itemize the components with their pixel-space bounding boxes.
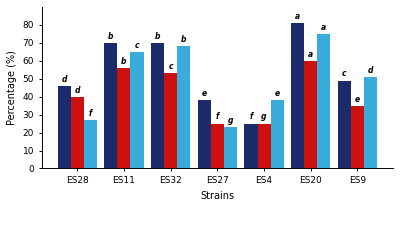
Bar: [177, 46, 190, 168]
Text: f: f: [89, 109, 92, 118]
Bar: [270, 100, 284, 168]
Text: f: f: [249, 113, 253, 121]
Text: e: e: [202, 89, 207, 98]
Text: g: g: [261, 113, 267, 121]
Text: b: b: [155, 32, 160, 41]
Bar: [164, 73, 177, 168]
Bar: [58, 86, 71, 168]
Y-axis label: Percentage (%): Percentage (%): [7, 50, 17, 125]
Bar: [338, 80, 351, 168]
Text: b: b: [108, 32, 114, 41]
Bar: [224, 127, 237, 168]
Text: a: a: [321, 23, 326, 32]
Text: a: a: [308, 50, 313, 59]
Bar: [71, 97, 84, 168]
Text: e: e: [274, 89, 280, 98]
Bar: [317, 34, 330, 168]
Bar: [364, 77, 377, 168]
Text: a: a: [295, 12, 300, 21]
Text: d: d: [368, 66, 373, 75]
Bar: [104, 43, 117, 168]
Bar: [84, 120, 97, 168]
Text: d: d: [74, 86, 80, 95]
Text: b: b: [181, 35, 186, 44]
Bar: [351, 106, 364, 168]
Bar: [130, 52, 144, 168]
Bar: [117, 68, 130, 168]
Bar: [291, 23, 304, 168]
Text: c: c: [168, 62, 173, 71]
Text: d: d: [62, 75, 67, 84]
Text: b: b: [121, 57, 127, 66]
Text: c: c: [135, 41, 139, 50]
Bar: [258, 124, 270, 168]
Bar: [198, 100, 211, 168]
Text: f: f: [216, 113, 219, 121]
X-axis label: Strains: Strains: [200, 191, 234, 201]
Bar: [244, 124, 258, 168]
Text: e: e: [355, 95, 360, 103]
Bar: [211, 124, 224, 168]
Bar: [304, 61, 317, 168]
Bar: [151, 43, 164, 168]
Text: c: c: [342, 69, 347, 78]
Text: g: g: [228, 116, 233, 125]
